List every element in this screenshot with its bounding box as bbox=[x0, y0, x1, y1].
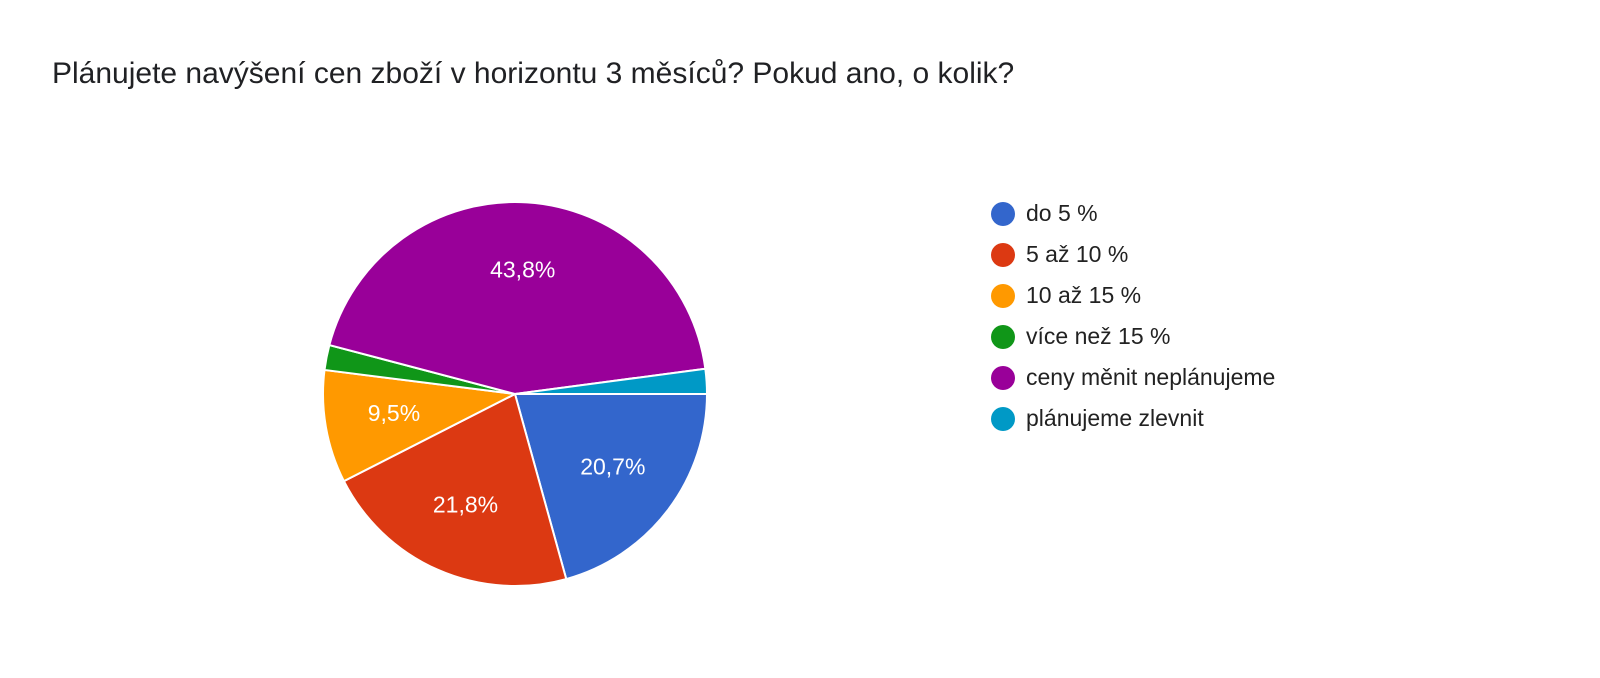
legend-swatch bbox=[991, 325, 1015, 349]
slice-label: 20,7% bbox=[580, 453, 645, 479]
legend-swatch bbox=[991, 284, 1015, 308]
pie-slice bbox=[328, 201, 707, 396]
slice-label: 9,5% bbox=[368, 400, 420, 426]
legend-swatch bbox=[991, 243, 1015, 267]
legend-label: 10 až 15 % bbox=[1026, 282, 1141, 308]
legend-label: do 5 % bbox=[1026, 200, 1098, 226]
legend-label: více než 15 % bbox=[1026, 323, 1170, 349]
legend-label: 5 až 10 % bbox=[1026, 241, 1128, 267]
legend-swatch bbox=[991, 202, 1015, 226]
pie-slice bbox=[322, 368, 519, 483]
pie-slice bbox=[514, 367, 709, 395]
legend-label: ceny měnit neplánujeme bbox=[1026, 364, 1275, 390]
slice-label: 21,8% bbox=[433, 492, 498, 518]
legend-swatch bbox=[991, 407, 1015, 431]
pie-slice bbox=[513, 393, 709, 581]
chart-title: Plánujete navýšení cen zboží v horizontu… bbox=[52, 57, 1014, 90]
legend-label: plánujeme zlevnit bbox=[1026, 405, 1204, 431]
legend-swatch bbox=[991, 366, 1015, 390]
pie-slice bbox=[342, 392, 568, 587]
slice-label: 43,8% bbox=[490, 256, 555, 282]
